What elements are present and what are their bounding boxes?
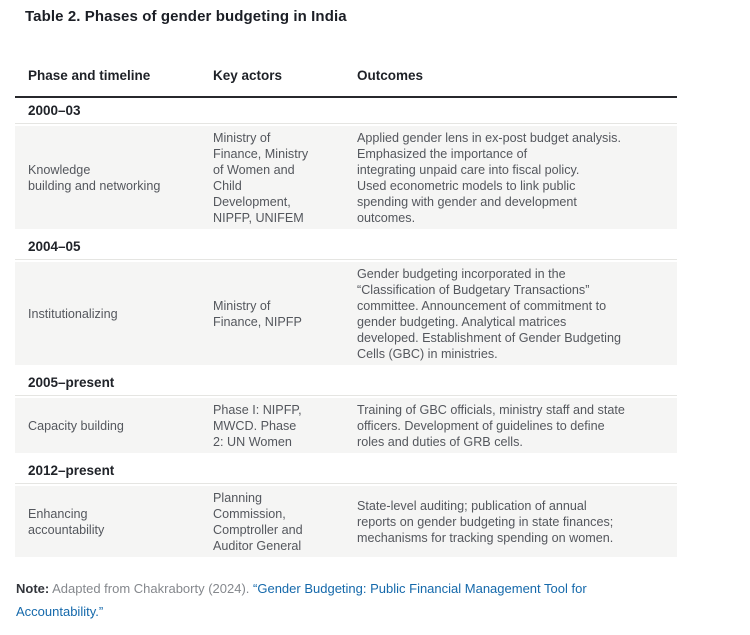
note-source-text: Adapted from Chakraborty (2024). bbox=[52, 581, 250, 596]
note-label: Note: bbox=[16, 581, 50, 596]
page-title: Table 2. Phases of gender budgeting in I… bbox=[25, 8, 347, 25]
section-row-2004-05: 2004–05 bbox=[15, 234, 677, 260]
note-citation-link[interactable]: “Gender Budgeting: Public Financial Mana… bbox=[16, 581, 587, 619]
phase-cell: Capacity building bbox=[28, 419, 124, 433]
actors-cell: Phase I: NIPFP, MWCD. Phase 2: UN Women bbox=[213, 403, 302, 449]
period-label: 2005–present bbox=[28, 375, 115, 390]
outcomes-cell: Applied gender lens in ex-post budget an… bbox=[357, 131, 621, 225]
table-row: Capacity building Phase I: NIPFP, MWCD. … bbox=[15, 398, 677, 453]
period-label: 2012–present bbox=[28, 463, 115, 478]
section-row-2000-03: 2000–03 bbox=[15, 98, 677, 124]
table-header-row: Phase and timeline Key actors Outcomes bbox=[15, 68, 677, 98]
section-row-2005-present: 2005–present bbox=[15, 370, 677, 396]
table-row: Knowledge building and networking Minist… bbox=[15, 126, 677, 229]
outcomes-cell: Gender budgeting incorporated in the “Cl… bbox=[357, 267, 621, 361]
table-row: Institutionalizing Ministry of Finance, … bbox=[15, 262, 677, 365]
period-label: 2004–05 bbox=[28, 239, 81, 254]
table-row: Enhancing accountability Planning Commis… bbox=[15, 486, 677, 557]
table-note: Note: Adapted from Chakraborty (2024). “… bbox=[16, 577, 661, 623]
section-row-2012-present: 2012–present bbox=[15, 458, 677, 484]
actors-cell: Planning Commission, Comptroller and Aud… bbox=[213, 491, 303, 553]
actors-cell: Ministry of Finance, NIPFP bbox=[213, 299, 302, 329]
phase-cell: Enhancing accountability bbox=[28, 507, 105, 537]
actors-cell: Ministry of Finance, Ministry of Women a… bbox=[213, 131, 309, 225]
outcomes-cell: Training of GBC officials, ministry staf… bbox=[357, 403, 625, 449]
outcomes-cell: State-level auditing; publication of ann… bbox=[357, 499, 614, 545]
column-header-outcomes: Outcomes bbox=[357, 68, 424, 83]
column-header-phase: Phase and timeline bbox=[28, 68, 151, 83]
column-header-key-actors: Key actors bbox=[213, 68, 283, 83]
period-label: 2000–03 bbox=[28, 103, 81, 118]
gender-budgeting-table: Phase and timeline Key actors Outcomes 2… bbox=[15, 68, 677, 557]
phase-cell: Knowledge building and networking bbox=[28, 163, 161, 193]
phase-cell: Institutionalizing bbox=[28, 307, 118, 321]
